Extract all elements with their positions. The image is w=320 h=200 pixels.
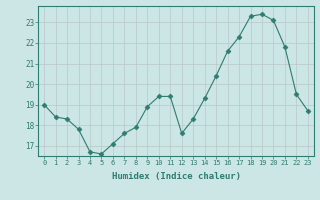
X-axis label: Humidex (Indice chaleur): Humidex (Indice chaleur) [111,172,241,181]
